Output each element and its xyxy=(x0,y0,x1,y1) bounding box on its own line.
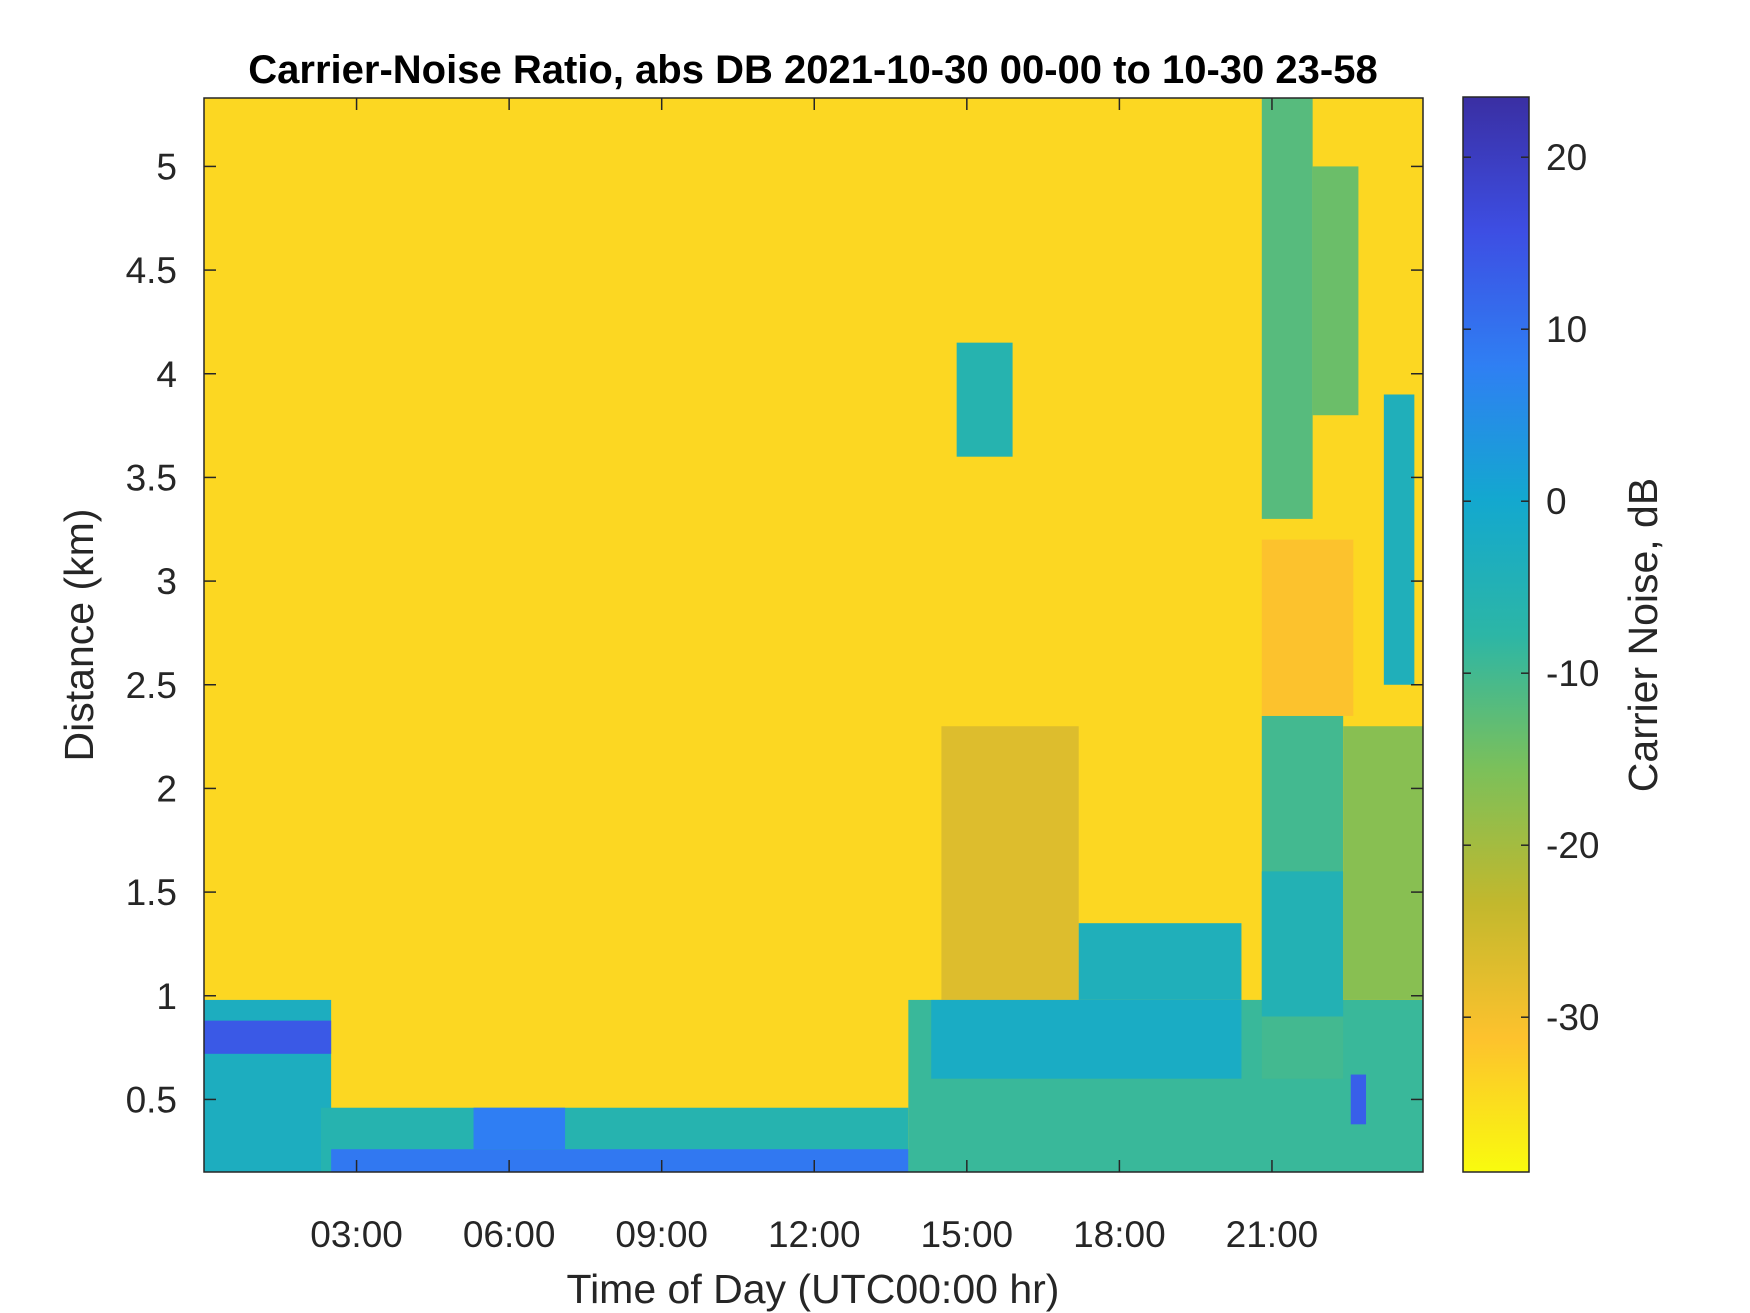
y-tick-label: 2 xyxy=(156,768,177,809)
colorbar-tick-label: 0 xyxy=(1546,481,1567,522)
colorbar-axis: 20 10 0 -10 -20 -30 xyxy=(1463,137,1599,1038)
colorbar-title: Carrier Noise, dB xyxy=(1620,478,1666,792)
colorbar-tick-label: -10 xyxy=(1546,653,1599,694)
heatmap-region xyxy=(473,1107,566,1150)
heatmap-region xyxy=(1312,166,1359,416)
colorbar-tick-label: -30 xyxy=(1546,997,1599,1038)
heatmap-region xyxy=(956,342,1013,457)
heatmap-region xyxy=(1261,871,1344,1017)
colorbar-tick-label: -20 xyxy=(1546,825,1599,866)
y-axis: 0.5 1 1.5 2 2.5 3 3.5 4 4.5 5 xyxy=(126,146,1423,1120)
heatmap xyxy=(204,98,1423,1172)
heatmap-region xyxy=(331,1149,909,1172)
colorbar-tick-label: 10 xyxy=(1546,309,1587,350)
y-tick-label: 3 xyxy=(156,561,177,602)
x-axis-title: Time of Day (UTC00:00 hr) xyxy=(567,1266,1060,1312)
y-tick-label: 1.5 xyxy=(126,872,177,913)
heatmap-region xyxy=(1350,1074,1367,1125)
heatmap-region xyxy=(1343,726,1423,1000)
y-tick-label: 4 xyxy=(156,354,177,395)
x-tick-label: 21:00 xyxy=(1226,1214,1319,1255)
y-tick-label: 5 xyxy=(156,146,177,187)
x-tick-label: 12:00 xyxy=(768,1214,861,1255)
heatmap-region xyxy=(204,1020,332,1054)
y-tick-label: 4.5 xyxy=(126,250,177,291)
heatmap-region xyxy=(1383,394,1415,685)
x-tick-label: 03:00 xyxy=(310,1214,403,1255)
x-tick-label: 09:00 xyxy=(615,1214,708,1255)
y-tick-label: 1 xyxy=(156,976,177,1017)
heatmap-region xyxy=(941,726,1079,1000)
x-axis: 03:00 06:00 09:00 12:00 15:00 18:00 21:00 xyxy=(310,98,1318,1255)
heatmap-region xyxy=(1261,98,1313,519)
x-tick-label: 15:00 xyxy=(921,1214,1014,1255)
y-axis-title: Distance (km) xyxy=(56,509,102,762)
chart-title: Carrier-Noise Ratio, abs DB 2021-10-30 0… xyxy=(248,48,1377,92)
colorbar xyxy=(1462,96,1530,1173)
heatmap-region xyxy=(1261,539,1354,716)
x-tick-label: 06:00 xyxy=(463,1214,556,1255)
y-tick-label: 0.5 xyxy=(126,1079,177,1120)
y-tick-label: 2.5 xyxy=(126,665,177,706)
y-tick-label: 3.5 xyxy=(126,457,177,498)
x-tick-label: 18:00 xyxy=(1073,1214,1166,1255)
heatmap-region xyxy=(931,999,1242,1079)
heatmap-region xyxy=(1078,923,1242,1000)
colorbar-tick-label: 20 xyxy=(1546,137,1587,178)
plot-frame xyxy=(203,97,1424,1173)
